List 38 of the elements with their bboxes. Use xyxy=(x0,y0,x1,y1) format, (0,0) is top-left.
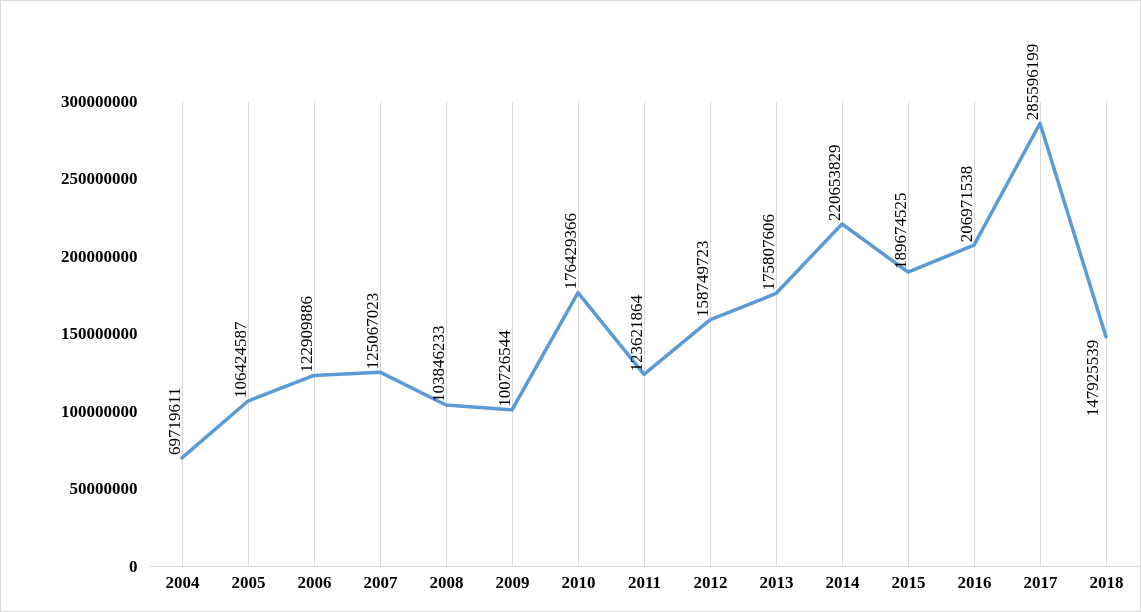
data-label: 106424587 xyxy=(231,321,250,399)
y-tick-label: 200000000 xyxy=(61,246,138,266)
x-tick-label: 2014 xyxy=(825,572,860,592)
x-tick-label: 2017 xyxy=(1023,572,1058,592)
data-label: 285596199 xyxy=(1023,43,1042,121)
data-label: 220653829 xyxy=(825,144,844,221)
x-tick-label: 2009 xyxy=(495,572,530,592)
data-label: 122909886 xyxy=(297,295,316,373)
data-label: 176429366 xyxy=(561,213,580,290)
data-label: 175807606 xyxy=(759,214,778,291)
data-label: 123621864 xyxy=(627,294,646,372)
x-tick-label: 2004 xyxy=(165,572,200,592)
x-tick-label: 2011 xyxy=(627,572,662,592)
data-label: 103846233 xyxy=(429,325,448,403)
data-label: 158749723 xyxy=(693,240,712,317)
x-tick-label: 2010 xyxy=(561,572,596,592)
data-label: 125067023 xyxy=(363,292,382,370)
x-tick-label: 2005 xyxy=(231,572,266,592)
x-tick-label: 2013 xyxy=(759,572,794,592)
y-tick-label: 150000000 xyxy=(61,324,138,343)
y-tick-label: 250000000 xyxy=(61,169,138,188)
y-tick-label: 300000000 xyxy=(61,91,138,111)
data-label: 69719611 xyxy=(165,387,184,455)
x-tick-label: 2018 xyxy=(1089,572,1124,592)
x-tick-label: 2007 xyxy=(363,572,398,592)
x-tick-label: 2016 xyxy=(957,572,992,592)
x-tick-label: 2008 xyxy=(429,572,464,592)
data-label: 206971538 xyxy=(957,165,976,243)
y-tick-label: 0 xyxy=(129,556,138,576)
data-label: 147925539 xyxy=(1083,339,1102,417)
data-label: 189674525 xyxy=(891,192,910,269)
y-tick-label: 50000000 xyxy=(69,479,138,498)
x-tick-label: 2006 xyxy=(297,572,332,592)
x-tick-label: 2015 xyxy=(891,572,926,592)
x-tick-label: 2012 xyxy=(693,572,728,592)
data-label: 100726544 xyxy=(495,329,514,407)
line-series xyxy=(180,121,1108,460)
y-tick-label: 100000000 xyxy=(61,401,138,421)
